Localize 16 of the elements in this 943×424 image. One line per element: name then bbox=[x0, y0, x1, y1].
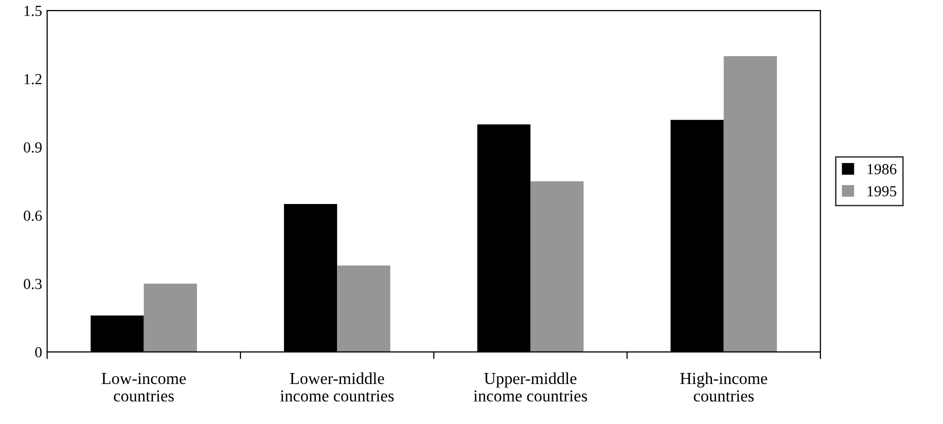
bar bbox=[724, 56, 777, 352]
y-tick-label: 0.9 bbox=[24, 142, 42, 153]
y-tick-label: 1.5 bbox=[24, 6, 42, 16]
x-tick-label: Lower-middle income countries bbox=[280, 372, 394, 402]
bar bbox=[337, 265, 390, 352]
legend-label: 1986 bbox=[868, 164, 896, 174]
y-tick-label: 0 bbox=[35, 347, 42, 358]
bar bbox=[144, 284, 197, 352]
x-tick-label: Upper-middle income countries bbox=[474, 372, 587, 402]
legend-label: 1995 bbox=[868, 186, 896, 196]
y-tick-label: 0.3 bbox=[24, 278, 42, 290]
x-tick-label: High-income countries bbox=[680, 372, 768, 402]
x-tick-label: Low-income countries bbox=[102, 372, 186, 402]
bar bbox=[530, 181, 584, 352]
y-tick-label: 0.6 bbox=[24, 210, 42, 221]
y-tick-label: 1.2 bbox=[24, 74, 42, 84]
